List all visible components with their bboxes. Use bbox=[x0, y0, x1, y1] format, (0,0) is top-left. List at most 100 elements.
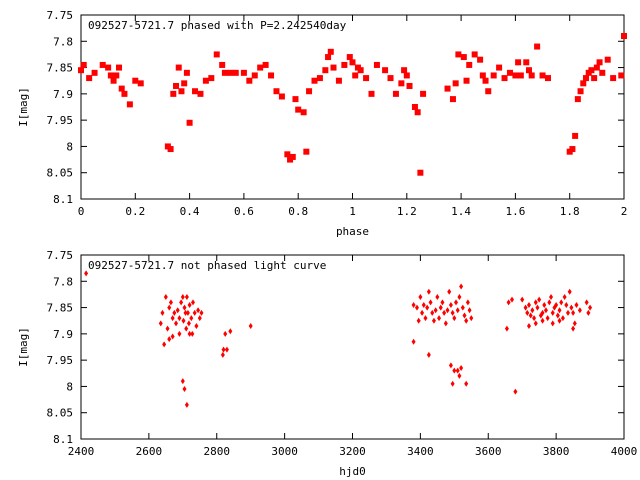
data-point bbox=[447, 288, 452, 295]
data-point bbox=[554, 301, 559, 308]
data-point bbox=[442, 309, 447, 316]
x-tick-label: 3200 bbox=[339, 445, 366, 458]
x-tick-label: 0.2 bbox=[125, 205, 145, 218]
data-point bbox=[368, 90, 375, 97]
data-point bbox=[411, 338, 416, 345]
data-point bbox=[593, 64, 600, 71]
data-point bbox=[387, 75, 394, 82]
data-point bbox=[479, 72, 486, 79]
data-point bbox=[523, 304, 528, 311]
x-tick-label: 0.8 bbox=[288, 205, 308, 218]
data-point bbox=[437, 315, 442, 322]
data-point bbox=[84, 270, 89, 277]
x-tick-label: 1.8 bbox=[560, 205, 580, 218]
data-point bbox=[257, 64, 264, 71]
data-point bbox=[278, 93, 285, 100]
data-point bbox=[132, 77, 139, 84]
data-point bbox=[300, 109, 307, 116]
data-point bbox=[455, 367, 460, 374]
phased-light-curve-panel: 0 0.2 0.4 0.6 0.8 1 1.2 1.4 1.6 1.8 2 7.75 7.8 7.85 7.… bbox=[17, 9, 627, 238]
data-point bbox=[158, 320, 163, 327]
data-point bbox=[137, 80, 144, 87]
data-point bbox=[322, 67, 329, 74]
data-point bbox=[414, 304, 419, 311]
x-tick-label: 1.6 bbox=[505, 205, 525, 218]
data-point bbox=[571, 309, 576, 316]
data-point bbox=[219, 61, 226, 68]
data-point bbox=[523, 59, 530, 66]
data-point bbox=[588, 304, 593, 311]
data-point bbox=[591, 75, 598, 82]
data-point bbox=[496, 64, 503, 71]
x-tick-label: 1.4 bbox=[451, 205, 471, 218]
data-point bbox=[504, 325, 509, 332]
data-point bbox=[420, 309, 425, 316]
data-point bbox=[577, 307, 582, 314]
data-point bbox=[411, 104, 418, 110]
data-point bbox=[311, 77, 318, 84]
data-point bbox=[170, 333, 175, 340]
data-point bbox=[440, 299, 445, 306]
data-point bbox=[167, 304, 172, 311]
data-point bbox=[182, 386, 187, 393]
data-point bbox=[78, 67, 84, 74]
data-point bbox=[471, 51, 478, 58]
data-point bbox=[525, 67, 532, 74]
data-point bbox=[517, 72, 524, 79]
data-point bbox=[401, 67, 408, 74]
data-point bbox=[163, 294, 168, 301]
data-point bbox=[330, 64, 337, 71]
data-point bbox=[373, 61, 380, 68]
data-point bbox=[178, 88, 185, 95]
data-point bbox=[199, 309, 204, 316]
data-point bbox=[555, 312, 560, 319]
data-point bbox=[213, 51, 220, 58]
data-point bbox=[438, 304, 443, 311]
panel-title: 092527-5721.7 phased with P=2.242540day bbox=[88, 19, 347, 32]
data-point bbox=[316, 75, 323, 82]
data-point bbox=[596, 59, 603, 66]
data-point bbox=[177, 330, 182, 337]
data-point bbox=[560, 315, 565, 322]
data-point bbox=[584, 299, 589, 306]
data-point bbox=[284, 151, 291, 158]
x-tick-label: 2 bbox=[621, 205, 628, 218]
data-point bbox=[533, 320, 538, 327]
data-point bbox=[420, 90, 427, 97]
data-point bbox=[467, 307, 472, 314]
data-point bbox=[406, 82, 413, 89]
data-point bbox=[105, 64, 112, 71]
data-point bbox=[431, 317, 436, 324]
data-point bbox=[190, 299, 195, 306]
data-point bbox=[186, 119, 193, 126]
data-point bbox=[352, 72, 359, 79]
x-tick-label: 4000 bbox=[611, 445, 638, 458]
x-tick-label: 3800 bbox=[543, 445, 570, 458]
x-tick-label: 3000 bbox=[271, 445, 298, 458]
data-point bbox=[246, 77, 253, 84]
unphased-light-curve-panel: 2400 2600 2800 3000 3200 3400 3600 3800 4000 7.75… bbox=[17, 249, 637, 478]
data-point bbox=[599, 69, 606, 76]
y-tick-label: 7.75 bbox=[47, 9, 74, 22]
data-point bbox=[113, 72, 120, 79]
data-point bbox=[448, 362, 453, 369]
data-point bbox=[540, 317, 545, 324]
data-point bbox=[534, 43, 541, 50]
data-point bbox=[180, 378, 185, 385]
data-point bbox=[240, 69, 247, 76]
data-point bbox=[526, 301, 531, 308]
y-tick-label: 8 bbox=[66, 140, 73, 153]
data-point bbox=[569, 304, 574, 311]
data-point bbox=[224, 346, 229, 353]
data-point bbox=[454, 299, 459, 306]
y-tick-label: 8 bbox=[66, 380, 73, 393]
data-point bbox=[187, 301, 192, 308]
data-point bbox=[482, 77, 489, 84]
y-tick-label: 7.95 bbox=[47, 114, 74, 127]
y-tick-label: 7.95 bbox=[47, 354, 74, 367]
data-point bbox=[430, 309, 435, 316]
data-point bbox=[268, 72, 275, 79]
data-point bbox=[428, 299, 433, 306]
y-tick-label: 8.1 bbox=[53, 433, 73, 446]
data-point bbox=[588, 67, 595, 74]
